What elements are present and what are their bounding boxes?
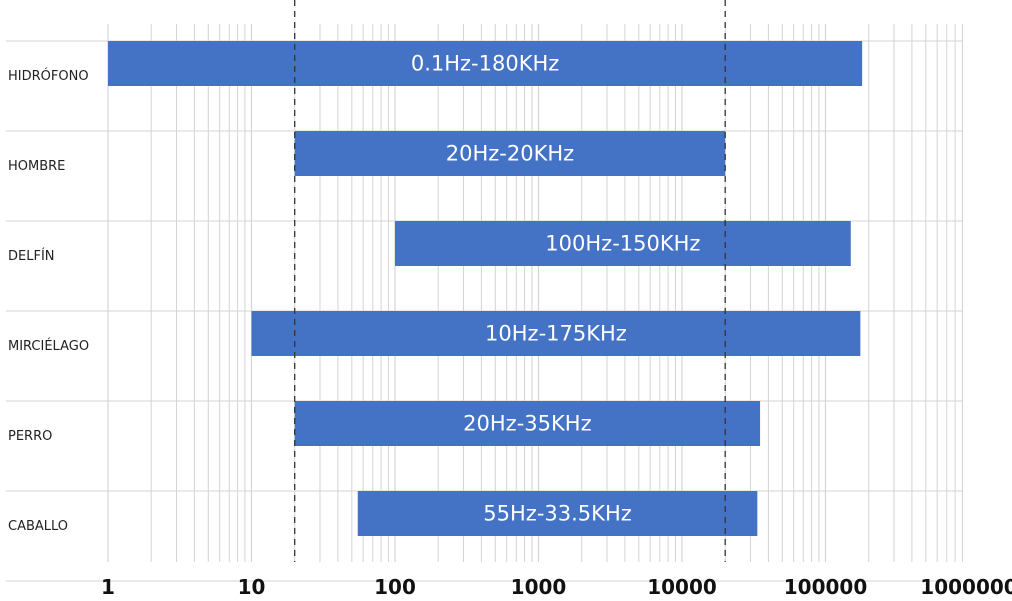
x-tick-label: 100 (374, 575, 416, 599)
bar-label: 20Hz-35KHz (463, 412, 591, 436)
category-labels: HIDRÓFONO HOMBRE DELFÍN MIRCIÉLAGO PERRO CABA… (8, 68, 89, 534)
x-tick-label: 100000 (784, 575, 868, 599)
x-tick-label: 1 (101, 575, 115, 599)
bar (357, 491, 758, 536)
category-label: HOMBRE (8, 159, 65, 174)
x-tick-labels: 1 10 100 1000 10000 100000 1000000 (101, 575, 1012, 599)
x-tick-label: 1000 (511, 575, 567, 599)
bar-label: 20Hz-20KHz (446, 142, 574, 166)
bar (294, 131, 726, 176)
bar (108, 41, 863, 86)
category-label: MIRCIÉLAGO (8, 338, 89, 354)
x-tick-label: 10 (238, 575, 266, 599)
bar (251, 311, 861, 356)
bar (294, 401, 761, 446)
bar-label: 10Hz-175KHz (485, 322, 627, 346)
reference-lines (294, 0, 726, 562)
x-tick-label: 1000000 (920, 575, 1012, 599)
category-label: PERRO (8, 429, 52, 444)
bars: 0.1Hz-180KHz 20Hz-20KHz 100Hz-150KHz 10Hz-1… (108, 41, 863, 536)
category-label: CABALLO (8, 519, 68, 534)
category-label: HIDRÓFONO (8, 68, 89, 84)
grid (6, 24, 963, 582)
x-tick-label: 10000 (647, 575, 717, 599)
bar (395, 221, 851, 266)
bar-label: 100Hz-150KHz (545, 232, 700, 256)
category-label: DELFÍN (8, 248, 55, 264)
bar-label: 55Hz-33.5KHz (483, 502, 631, 526)
bar-label: 0.1Hz-180KHz (411, 52, 559, 76)
